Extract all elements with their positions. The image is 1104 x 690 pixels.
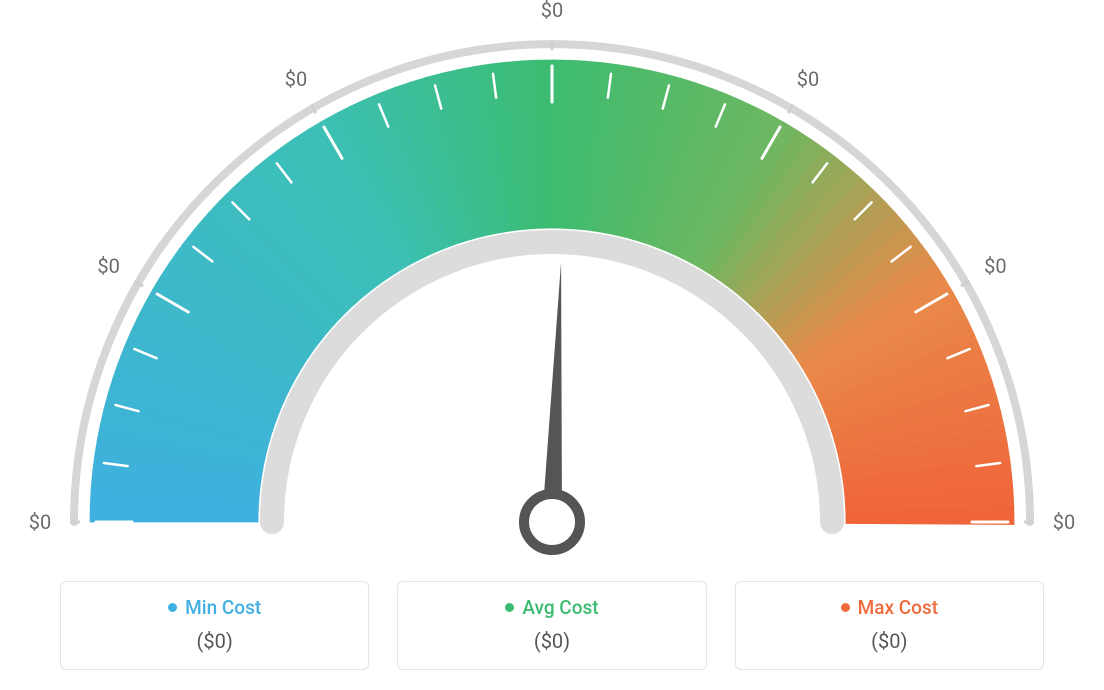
legend-dot-icon [168, 603, 177, 612]
gauge-tick-label: $0 [797, 67, 819, 91]
legend-card-min: Min Cost ($0) [60, 581, 369, 670]
gauge-needle [523, 261, 589, 551]
gauge-tick-label: $0 [97, 254, 119, 278]
gauge-tick-label: $0 [1053, 510, 1075, 534]
gauge-tick-label: $0 [29, 510, 51, 534]
gauge-tick-label: $0 [541, 0, 563, 22]
legend-dot-icon [841, 603, 850, 612]
legend-value: ($0) [416, 629, 687, 653]
gauge-tick-label: $0 [984, 254, 1006, 278]
legend-title: Max Cost [841, 596, 938, 619]
legend-card-avg: Avg Cost ($0) [397, 581, 706, 670]
legend-title: Avg Cost [505, 596, 598, 619]
legend-title-label: Min Cost [185, 596, 261, 619]
legend-value: ($0) [79, 629, 350, 653]
gauge-tick-label: $0 [285, 67, 307, 91]
legend-title: Min Cost [168, 596, 261, 619]
legend-title-label: Max Cost [858, 596, 938, 619]
legend-title-label: Avg Cost [522, 596, 598, 619]
legend-dot-icon [505, 603, 514, 612]
legend-card-max: Max Cost ($0) [735, 581, 1044, 670]
gauge-chart: $0 $0 $0 $0 $0 $0 $0 [0, 0, 1104, 560]
legend-row: Min Cost ($0) Avg Cost ($0) Max Cost ($0) [0, 581, 1104, 670]
gauge-svg [0, 10, 1104, 570]
legend-value: ($0) [754, 629, 1025, 653]
